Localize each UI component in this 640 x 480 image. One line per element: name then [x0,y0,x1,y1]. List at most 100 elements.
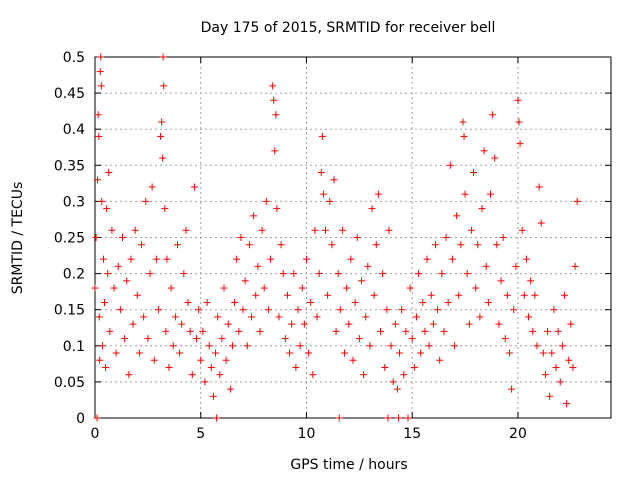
data-point [176,349,184,357]
data-point [103,205,111,213]
data-point [159,154,167,162]
data-point [199,327,207,335]
data-point [324,291,332,299]
data-point [231,298,239,306]
data-point [112,349,120,357]
data-point [205,342,213,350]
data-point [121,335,129,343]
data-point [478,205,486,213]
data-point [374,190,382,198]
data-point [448,255,456,263]
data-point [370,291,378,299]
data-point [218,335,226,343]
data-point [431,241,439,249]
data-point [531,291,539,299]
data-point [270,96,278,104]
y-tick-label: 0.4 [63,122,85,138]
x-tick-label: 15 [403,426,421,442]
data-point [360,371,368,379]
data-point [118,234,126,241]
data-point [357,277,365,285]
data-point [383,306,391,314]
data-point [222,356,230,364]
y-tick-label: 0.45 [54,86,85,102]
data-point [144,335,152,343]
data-point [283,291,291,299]
data-point [279,270,287,278]
data-point [550,306,558,314]
data-point [404,414,412,422]
data-point [309,371,317,379]
data-point [163,255,171,263]
data-point [273,205,281,213]
data-point [398,306,406,314]
data-point [544,327,552,335]
data-point [419,298,427,306]
data-points [91,53,581,422]
data-point [315,270,323,278]
data-point [571,262,579,270]
data-point [99,255,107,263]
data-point [438,270,446,278]
x-tick-label: 0 [91,426,100,442]
data-point [94,176,102,184]
data-point [214,313,222,321]
data-point [182,226,190,234]
data-point [508,385,516,393]
data-point [442,234,450,241]
x-tick-label: 5 [196,426,205,442]
data-point [427,291,435,299]
data-point [336,306,344,314]
data-point [123,277,131,285]
data-point [92,234,100,241]
data-point [470,169,478,177]
data-point [154,306,162,314]
data-point [96,67,104,75]
data-point [275,313,283,321]
data-point [296,342,304,350]
data-point [129,320,137,328]
data-point [546,392,554,400]
data-point [328,241,336,249]
data-point [408,335,416,343]
data-point [298,284,306,292]
data-point [258,226,266,234]
data-point [213,414,221,422]
data-point [520,291,528,299]
data-point [476,313,484,321]
data-point [245,241,253,249]
data-point [197,356,205,364]
data-point [539,349,547,357]
data-point [133,291,141,299]
data-point [554,327,562,335]
data-point [95,313,103,321]
data-point [556,378,564,386]
data-point [345,320,353,328]
data-point [349,356,357,364]
data-point [104,270,112,278]
data-point [499,234,507,241]
y-tick-label: 0.25 [54,231,85,247]
data-point [97,53,105,61]
data-point [157,132,165,140]
chart-title: Day 175 of 2015, SRMTID for receiver bel… [201,20,496,36]
data-point [300,320,308,328]
data-point [108,226,116,234]
data-point [372,241,380,249]
data-point [127,255,135,263]
data-point [233,255,241,263]
data-point [267,255,275,263]
data-point [105,169,113,177]
data-point [317,169,325,177]
data-point [474,241,482,249]
data-point [415,270,423,278]
data-point [193,335,201,343]
y-tick-label: 0.15 [54,303,85,319]
data-point [203,298,211,306]
y-tick-label: 0.2 [63,267,85,283]
data-point [455,291,463,299]
data-point [400,371,408,379]
axis-ticks: 0 0.05 0.1 0.15 0.2 0.25 0.3 0.35 0.4 0.45 0.5 0 5 10… [54,50,611,442]
data-point [184,298,192,306]
